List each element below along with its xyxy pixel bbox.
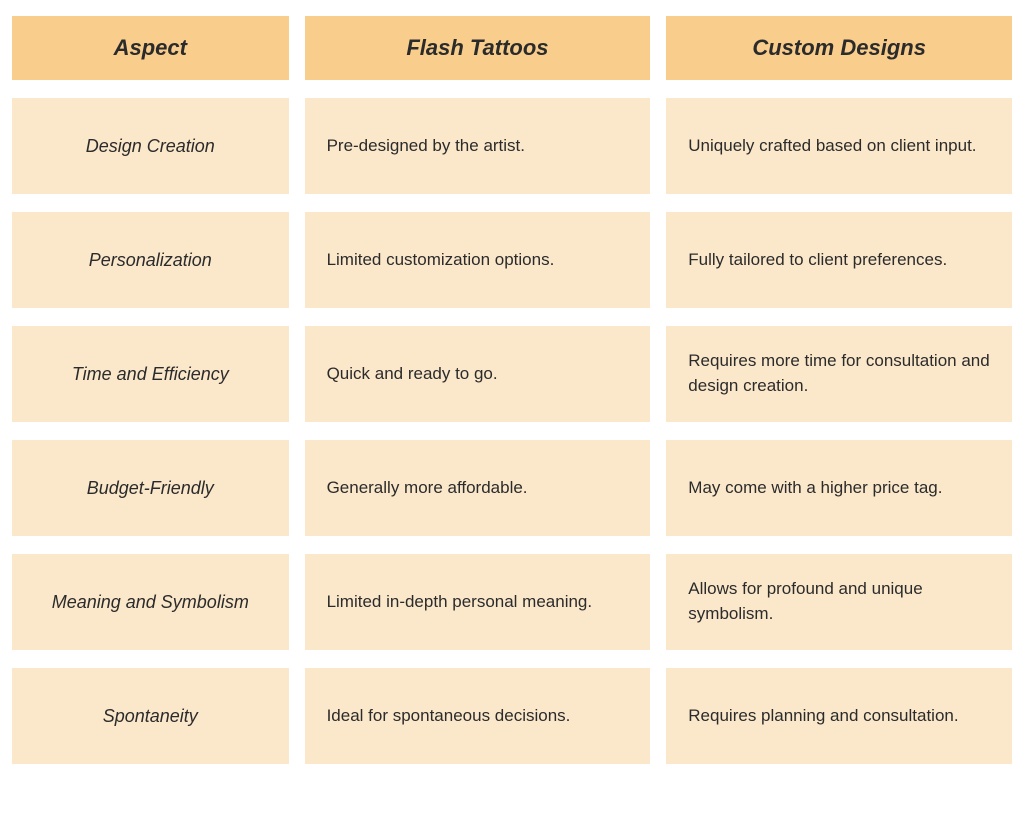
table-row-flash: Pre-designed by the artist.	[305, 98, 651, 194]
table-row-aspect: Time and Efficiency	[12, 326, 289, 422]
column-header-label: Aspect	[114, 35, 187, 61]
table-row-flash: Limited in-depth personal meaning.	[305, 554, 651, 650]
table-row-custom: Fully tailored to client preferences.	[666, 212, 1012, 308]
cell-text: May come with a higher price tag.	[688, 476, 942, 501]
table-row-flash: Quick and ready to go.	[305, 326, 651, 422]
table-row-flash: Limited customization options.	[305, 212, 651, 308]
table-row-aspect: Budget-Friendly	[12, 440, 289, 536]
aspect-label: Personalization	[89, 250, 212, 271]
table-row-custom: Allows for profound and unique symbolism…	[666, 554, 1012, 650]
aspect-label: Meaning and Symbolism	[52, 592, 249, 613]
column-header-label: Custom Designs	[752, 35, 926, 61]
table-row-flash: Generally more affordable.	[305, 440, 651, 536]
table-row-aspect: Personalization	[12, 212, 289, 308]
table-row-custom: Uniquely crafted based on client input.	[666, 98, 1012, 194]
cell-text: Generally more affordable.	[327, 476, 528, 501]
table-row-aspect: Spontaneity	[12, 668, 289, 764]
aspect-label: Design Creation	[86, 136, 215, 157]
table-row-aspect: Design Creation	[12, 98, 289, 194]
cell-text: Ideal for spontaneous decisions.	[327, 704, 571, 729]
table-row-custom: May come with a higher price tag.	[666, 440, 1012, 536]
column-header-label: Flash Tattoos	[406, 35, 548, 61]
column-header-flash: Flash Tattoos	[305, 16, 651, 80]
cell-text: Requires planning and consultation.	[688, 704, 958, 729]
cell-text: Uniquely crafted based on client input.	[688, 134, 976, 159]
cell-text: Pre-designed by the artist.	[327, 134, 525, 159]
table-row-custom: Requires planning and consultation.	[666, 668, 1012, 764]
aspect-label: Spontaneity	[103, 706, 198, 727]
comparison-table: Aspect Flash Tattoos Custom Designs Desi…	[12, 16, 1012, 764]
table-row-custom: Requires more time for consultation and …	[666, 326, 1012, 422]
column-header-aspect: Aspect	[12, 16, 289, 80]
cell-text: Quick and ready to go.	[327, 362, 498, 387]
cell-text: Allows for profound and unique symbolism…	[688, 577, 990, 626]
column-header-custom: Custom Designs	[666, 16, 1012, 80]
table-row-aspect: Meaning and Symbolism	[12, 554, 289, 650]
cell-text: Fully tailored to client preferences.	[688, 248, 947, 273]
cell-text: Limited in-depth personal meaning.	[327, 590, 593, 615]
cell-text: Requires more time for consultation and …	[688, 349, 990, 398]
aspect-label: Budget-Friendly	[87, 478, 214, 499]
cell-text: Limited customization options.	[327, 248, 555, 273]
table-row-flash: Ideal for spontaneous decisions.	[305, 668, 651, 764]
aspect-label: Time and Efficiency	[72, 364, 229, 385]
